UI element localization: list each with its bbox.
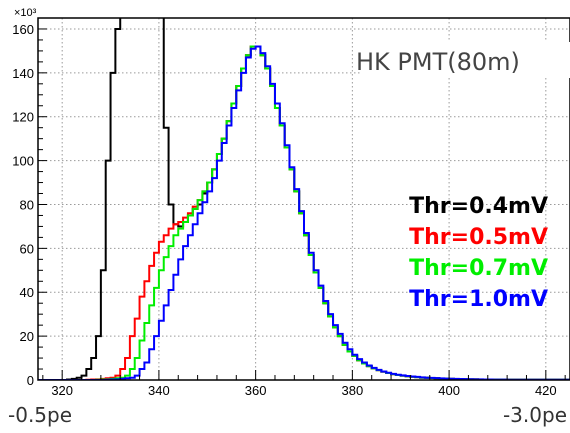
x-tick-label: 380 — [342, 383, 364, 398]
plot-frame — [37, 17, 570, 381]
y-tick-label: 120 — [12, 110, 34, 125]
x-tick-label: 340 — [148, 383, 170, 398]
y-tick-label: 100 — [12, 154, 34, 169]
x-tick-label: 400 — [438, 383, 460, 398]
y-axis: 0 20 40 60 80 100 120 140 160 — [12, 17, 47, 388]
y-tick-label: 160 — [12, 22, 34, 37]
x-axis: 320 340 360 380 400 420 — [42, 370, 566, 398]
x-tick-label: 420 — [535, 383, 557, 398]
chart-title: HK PMT(80m) — [356, 48, 520, 76]
legend-entry-1: Thr=0.5mV — [409, 225, 548, 250]
legend-entry-2: Thr=0.7mV — [409, 256, 548, 281]
title-background — [360, 42, 570, 78]
y-multiplier-label: ×10³ — [14, 7, 37, 19]
y-tick-label: 20 — [20, 329, 34, 344]
legend-entry-0: Thr=0.4mV — [409, 194, 548, 219]
legend: Thr=0.4mV Thr=0.5mV Thr=0.7mV Thr=1.0mV — [409, 194, 548, 312]
x-tick-label: 360 — [245, 383, 267, 398]
y-tick-label: 0 — [27, 373, 34, 388]
bottom-left-label: -0.5pe — [8, 403, 72, 427]
bottom-right-label: -3.0pe — [503, 403, 567, 427]
y-tick-label: 40 — [20, 285, 34, 300]
grid-lines — [38, 18, 570, 380]
legend-entry-3: Thr=1.0mV — [409, 287, 548, 312]
x-tick-label: 320 — [51, 383, 73, 398]
y-tick-label: 60 — [20, 241, 34, 256]
y-tick-label: 140 — [12, 66, 34, 81]
y-tick-label: 80 — [20, 197, 34, 212]
